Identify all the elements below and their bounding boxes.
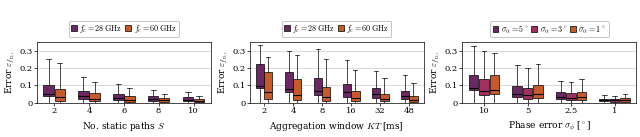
PathPatch shape xyxy=(523,88,532,99)
PathPatch shape xyxy=(620,98,630,102)
PathPatch shape xyxy=(533,85,543,98)
Legend: $\sigma_\alpha = 5^\circ$, $\sigma_\alpha = 3^\circ$, $\sigma_\alpha = 1^\circ$: $\sigma_\alpha = 5^\circ$, $\sigma_\alph… xyxy=(490,21,609,37)
PathPatch shape xyxy=(380,94,388,102)
PathPatch shape xyxy=(78,91,89,99)
PathPatch shape xyxy=(556,92,565,99)
PathPatch shape xyxy=(410,96,417,102)
PathPatch shape xyxy=(264,72,273,99)
PathPatch shape xyxy=(182,97,193,101)
PathPatch shape xyxy=(148,96,158,101)
Y-axis label: Error $\varepsilon_{f_{\mathrm{D},\iota}}$: Error $\varepsilon_{f_{\mathrm{D},\iota}… xyxy=(429,50,444,94)
PathPatch shape xyxy=(293,79,301,100)
PathPatch shape xyxy=(285,72,292,92)
PathPatch shape xyxy=(255,65,264,88)
PathPatch shape xyxy=(113,94,124,100)
PathPatch shape xyxy=(577,92,586,100)
PathPatch shape xyxy=(314,78,322,95)
X-axis label: Phase error $\sigma_\phi$ [$^\circ$]: Phase error $\sigma_\phi$ [$^\circ$] xyxy=(508,120,591,133)
PathPatch shape xyxy=(342,84,351,97)
PathPatch shape xyxy=(351,91,360,101)
PathPatch shape xyxy=(610,99,620,102)
PathPatch shape xyxy=(468,75,478,90)
Legend: $f_c = 28\,\mathrm{GHz}$, $f_c = 60\,\mathrm{GHz}$: $f_c = 28\,\mathrm{GHz}$, $f_c = 60\,\ma… xyxy=(69,21,179,37)
PathPatch shape xyxy=(323,87,330,101)
X-axis label: Aggregation window $KT$ [ms]: Aggregation window $KT$ [ms] xyxy=(269,120,404,133)
PathPatch shape xyxy=(566,93,576,100)
PathPatch shape xyxy=(44,85,54,96)
PathPatch shape xyxy=(372,88,380,98)
PathPatch shape xyxy=(479,79,489,95)
PathPatch shape xyxy=(54,89,65,101)
PathPatch shape xyxy=(159,98,170,102)
X-axis label: No. static paths $S$: No. static paths $S$ xyxy=(83,120,165,133)
PathPatch shape xyxy=(90,93,100,101)
Y-axis label: Error $\varepsilon_{f_{\mathrm{D},\iota}}$: Error $\varepsilon_{f_{\mathrm{D},\iota}… xyxy=(4,50,18,94)
Y-axis label: Error $\varepsilon_{f_{\mathrm{D},\iota}}$: Error $\varepsilon_{f_{\mathrm{D},\iota}… xyxy=(216,50,231,94)
PathPatch shape xyxy=(600,99,609,102)
PathPatch shape xyxy=(401,91,409,99)
PathPatch shape xyxy=(490,75,499,94)
Legend: $f_c = 28\,\mathrm{GHz}$, $f_c = 60\,\mathrm{GHz}$: $f_c = 28\,\mathrm{GHz}$, $f_c = 60\,\ma… xyxy=(282,21,392,37)
PathPatch shape xyxy=(124,96,134,102)
PathPatch shape xyxy=(194,99,204,102)
PathPatch shape xyxy=(513,86,522,97)
